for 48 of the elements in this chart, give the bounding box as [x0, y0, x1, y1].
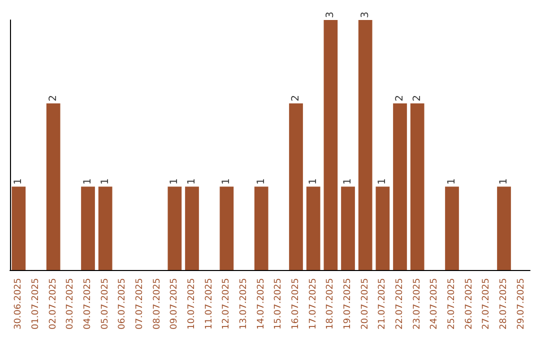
- x-tick-label: 18.07.2025: [326, 278, 336, 330]
- x-tick-label: 15.07.2025: [274, 278, 284, 330]
- data-label: 2: [412, 94, 423, 102]
- x-tick-label: 03.07.2025: [66, 278, 76, 330]
- x-tick-label: 01.07.2025: [31, 278, 41, 330]
- data-label: 3: [325, 12, 336, 18]
- data-label: 1: [446, 178, 458, 185]
- x-tick-label: 23.07.2025: [412, 278, 422, 330]
- data-label: 3: [360, 12, 371, 18]
- data-label: 1: [169, 178, 180, 185]
- x-tick-label: 14.07.2025: [256, 278, 266, 330]
- data-label: 1: [221, 178, 232, 185]
- x-tick-label: 13.07.2025: [239, 278, 249, 330]
- x-tick-label: 02.07.2025: [48, 278, 58, 330]
- x-tick-label: 20.07.2025: [360, 278, 370, 330]
- data-label: 1: [377, 178, 388, 185]
- data-label: 1: [186, 178, 198, 185]
- data-label: 1: [82, 178, 94, 185]
- x-tick-label: 06.07.2025: [118, 278, 128, 330]
- x-tick-label: 24.07.2025: [430, 278, 440, 330]
- data-label: 1: [342, 178, 354, 185]
- x-tick-label: 11.07.2025: [204, 278, 214, 330]
- x-tick-label: 16.07.2025: [291, 278, 301, 330]
- data-label: 1: [308, 178, 319, 185]
- x-tick-label: 29.07.2025: [516, 278, 526, 330]
- x-tick-label: 07.07.2025: [135, 278, 145, 330]
- x-tick-label: 25.07.2025: [447, 278, 457, 330]
- data-label: 1: [256, 178, 267, 185]
- x-tick-label: 30.06.2025: [14, 278, 24, 330]
- data-label: 1: [13, 178, 24, 185]
- x-tick-label: 19.07.2025: [343, 278, 353, 330]
- x-tick-label: 12.07.2025: [222, 278, 232, 330]
- data-label: 1: [498, 178, 510, 185]
- data-label: 2: [290, 94, 302, 102]
- x-tick-label: 21.07.2025: [378, 278, 388, 330]
- data-label: 2: [48, 94, 59, 102]
- x-tick-label: 05.07.2025: [100, 278, 110, 330]
- x-tick-label: 27.07.2025: [482, 278, 492, 330]
- x-tick-label: 17.07.2025: [308, 278, 318, 330]
- x-tick-label: 08.07.2025: [152, 278, 162, 330]
- x-tick-label: 04.07.2025: [83, 278, 93, 330]
- x-tick-label: 28.07.2025: [499, 278, 509, 330]
- x-tick-label: 26.07.2025: [464, 278, 474, 330]
- data-label: 1: [100, 178, 111, 185]
- x-tick-label: 10.07.2025: [187, 278, 197, 330]
- data-label: 2: [394, 94, 406, 102]
- x-tick-label: 09.07.2025: [170, 278, 180, 330]
- x-tick-label: 22.07.2025: [395, 278, 405, 330]
